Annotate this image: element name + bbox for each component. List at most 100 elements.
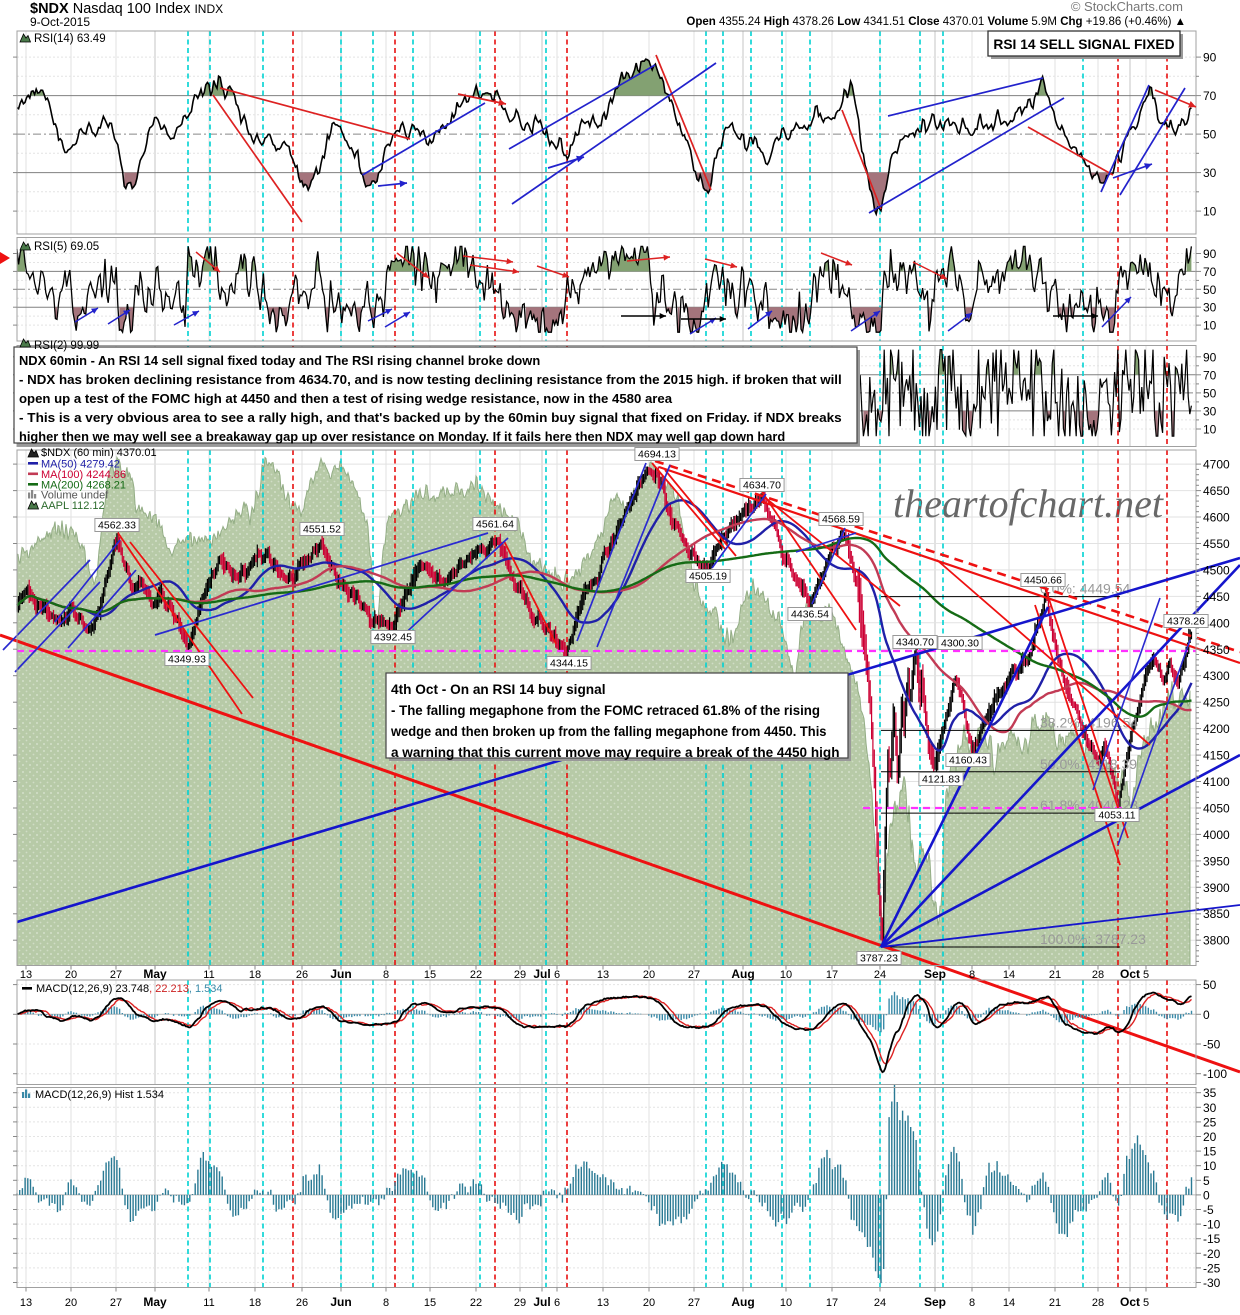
svg-text:higher then we may well see a: higher then we may well see a breakaway … <box>19 429 785 444</box>
svg-text:- NDX has broken declining res: - NDX has broken declining resistance fr… <box>19 372 842 387</box>
svg-text:22: 22 <box>470 969 482 981</box>
svg-text:RSI(5) 69.05: RSI(5) 69.05 <box>34 241 99 253</box>
svg-text:50: 50 <box>1203 283 1217 297</box>
svg-text:-100: -100 <box>1203 1067 1227 1081</box>
svg-text:11: 11 <box>203 969 214 981</box>
svg-text:Jul: Jul <box>533 1295 550 1309</box>
svg-text:9-Oct-2015: 9-Oct-2015 <box>30 15 90 29</box>
svg-text:20: 20 <box>65 969 77 981</box>
svg-text:Aug: Aug <box>731 1295 754 1309</box>
svg-text:Volume undef: Volume undef <box>41 490 109 502</box>
svg-text:24: 24 <box>874 1297 886 1309</box>
svg-text:10: 10 <box>1203 205 1217 219</box>
svg-text:open up a test of the FOMC hig: open up a test of the FOMC high at 4450 … <box>19 391 673 406</box>
svg-text:24: 24 <box>874 969 886 981</box>
svg-text:4160.43: 4160.43 <box>949 755 987 767</box>
svg-text:35: 35 <box>1203 1086 1217 1100</box>
svg-text:30: 30 <box>1203 301 1217 315</box>
svg-text:3900: 3900 <box>1203 881 1230 895</box>
svg-text:4100: 4100 <box>1203 775 1230 789</box>
svg-text:-15: -15 <box>1203 1232 1221 1246</box>
svg-text:27: 27 <box>110 969 122 981</box>
svg-text:90: 90 <box>1203 247 1217 261</box>
svg-text:10: 10 <box>780 1297 792 1309</box>
svg-text:-10: -10 <box>1203 1218 1221 1232</box>
svg-text:13: 13 <box>20 969 32 981</box>
svg-text:10: 10 <box>1203 1159 1217 1173</box>
svg-text:17: 17 <box>826 969 838 981</box>
svg-text:29: 29 <box>514 969 526 981</box>
svg-text:17: 17 <box>826 1297 838 1309</box>
svg-text:15: 15 <box>424 1297 436 1309</box>
svg-text:50: 50 <box>1203 128 1217 142</box>
svg-text:8: 8 <box>969 1297 975 1309</box>
svg-text:wedge and then broken up from: wedge and then broken up from the fallin… <box>390 724 826 739</box>
svg-text:3850: 3850 <box>1203 907 1230 921</box>
svg-text:May: May <box>143 1295 167 1309</box>
svg-text:4050: 4050 <box>1203 802 1230 816</box>
svg-text:4551.52: 4551.52 <box>303 524 341 536</box>
svg-text:Oct: Oct <box>1120 1295 1140 1309</box>
svg-text:4250: 4250 <box>1203 696 1230 710</box>
svg-text:10: 10 <box>1203 423 1217 437</box>
svg-text:4340.70: 4340.70 <box>896 637 934 649</box>
svg-text:4562.33: 4562.33 <box>98 520 136 532</box>
svg-text:theartofchart.net: theartofchart.net <box>893 481 1164 526</box>
svg-text:4450: 4450 <box>1203 590 1230 604</box>
svg-text:8: 8 <box>969 969 975 981</box>
svg-text:RSI(2) 99.99: RSI(2) 99.99 <box>34 340 99 352</box>
svg-text:- The falling megaphone from t: - The falling megaphone from the FOMC re… <box>391 703 820 718</box>
svg-text:MACD(12,26,9) 23.748, 22.213,: MACD(12,26,9) 23.748, 22.213, 1.534 <box>36 983 223 995</box>
svg-text:10: 10 <box>1203 319 1217 333</box>
svg-text:4350: 4350 <box>1203 643 1230 657</box>
svg-text:27: 27 <box>688 969 700 981</box>
svg-text:-5: -5 <box>1203 1203 1214 1217</box>
svg-text:25: 25 <box>1203 1115 1217 1129</box>
svg-text:4600: 4600 <box>1203 511 1230 525</box>
svg-text:MA(200) 4268.21: MA(200) 4268.21 <box>41 480 126 492</box>
svg-text:4550: 4550 <box>1203 537 1230 551</box>
svg-text:8: 8 <box>383 1297 389 1309</box>
svg-text:4694.13: 4694.13 <box>638 449 676 461</box>
svg-text:4450.66: 4450.66 <box>1024 575 1062 587</box>
svg-text:4344.15: 4344.15 <box>550 658 588 670</box>
svg-text:30: 30 <box>1203 404 1217 418</box>
svg-text:4300.30: 4300.30 <box>941 638 979 650</box>
svg-text:3787.23: 3787.23 <box>860 953 898 965</box>
svg-text:29: 29 <box>514 1297 526 1309</box>
svg-text:May: May <box>143 967 167 981</box>
svg-text:Sep: Sep <box>924 967 946 981</box>
svg-text:13: 13 <box>597 1297 609 1309</box>
svg-text:Jun: Jun <box>330 967 351 981</box>
svg-text:30: 30 <box>1203 1101 1217 1115</box>
svg-text:4400: 4400 <box>1203 616 1230 630</box>
svg-text:50.0%: 4118.39: 50.0%: 4118.39 <box>1040 756 1137 772</box>
svg-text:4634.70: 4634.70 <box>743 480 781 492</box>
svg-text:15: 15 <box>1203 1145 1217 1159</box>
svg-text:70: 70 <box>1203 265 1217 279</box>
svg-text:28: 28 <box>1092 1297 1104 1309</box>
svg-text:3800: 3800 <box>1203 934 1230 948</box>
svg-text:0: 0 <box>1203 1188 1210 1202</box>
svg-text:15: 15 <box>424 969 436 981</box>
svg-text:13: 13 <box>597 969 609 981</box>
svg-text:Oct: Oct <box>1120 967 1140 981</box>
svg-text:21: 21 <box>1049 969 1061 981</box>
svg-text:4561.64: 4561.64 <box>476 519 514 531</box>
svg-text:14: 14 <box>1003 969 1015 981</box>
svg-text:$NDX Nasdaq 100 Index INDX: $NDX Nasdaq 100 Index INDX <box>30 1 223 17</box>
svg-text:26: 26 <box>296 1297 308 1309</box>
svg-text:Aug: Aug <box>731 967 754 981</box>
svg-text:-50: -50 <box>1203 1038 1221 1052</box>
svg-text:90: 90 <box>1203 350 1217 364</box>
svg-text:NDX 60min - An RSI 14 sell sig: NDX 60min - An RSI 14 sell signal fixed … <box>19 353 540 368</box>
svg-text:3950: 3950 <box>1203 854 1230 868</box>
svg-text:28: 28 <box>1092 969 1104 981</box>
svg-text:20: 20 <box>643 969 655 981</box>
svg-text:4378.26: 4378.26 <box>1167 616 1205 628</box>
svg-text:MA(50) 4279.42: MA(50) 4279.42 <box>41 459 120 471</box>
svg-text:4200: 4200 <box>1203 722 1230 736</box>
svg-text:4650: 4650 <box>1203 484 1230 498</box>
svg-text:5: 5 <box>1203 1174 1210 1188</box>
svg-text:6: 6 <box>554 969 560 981</box>
